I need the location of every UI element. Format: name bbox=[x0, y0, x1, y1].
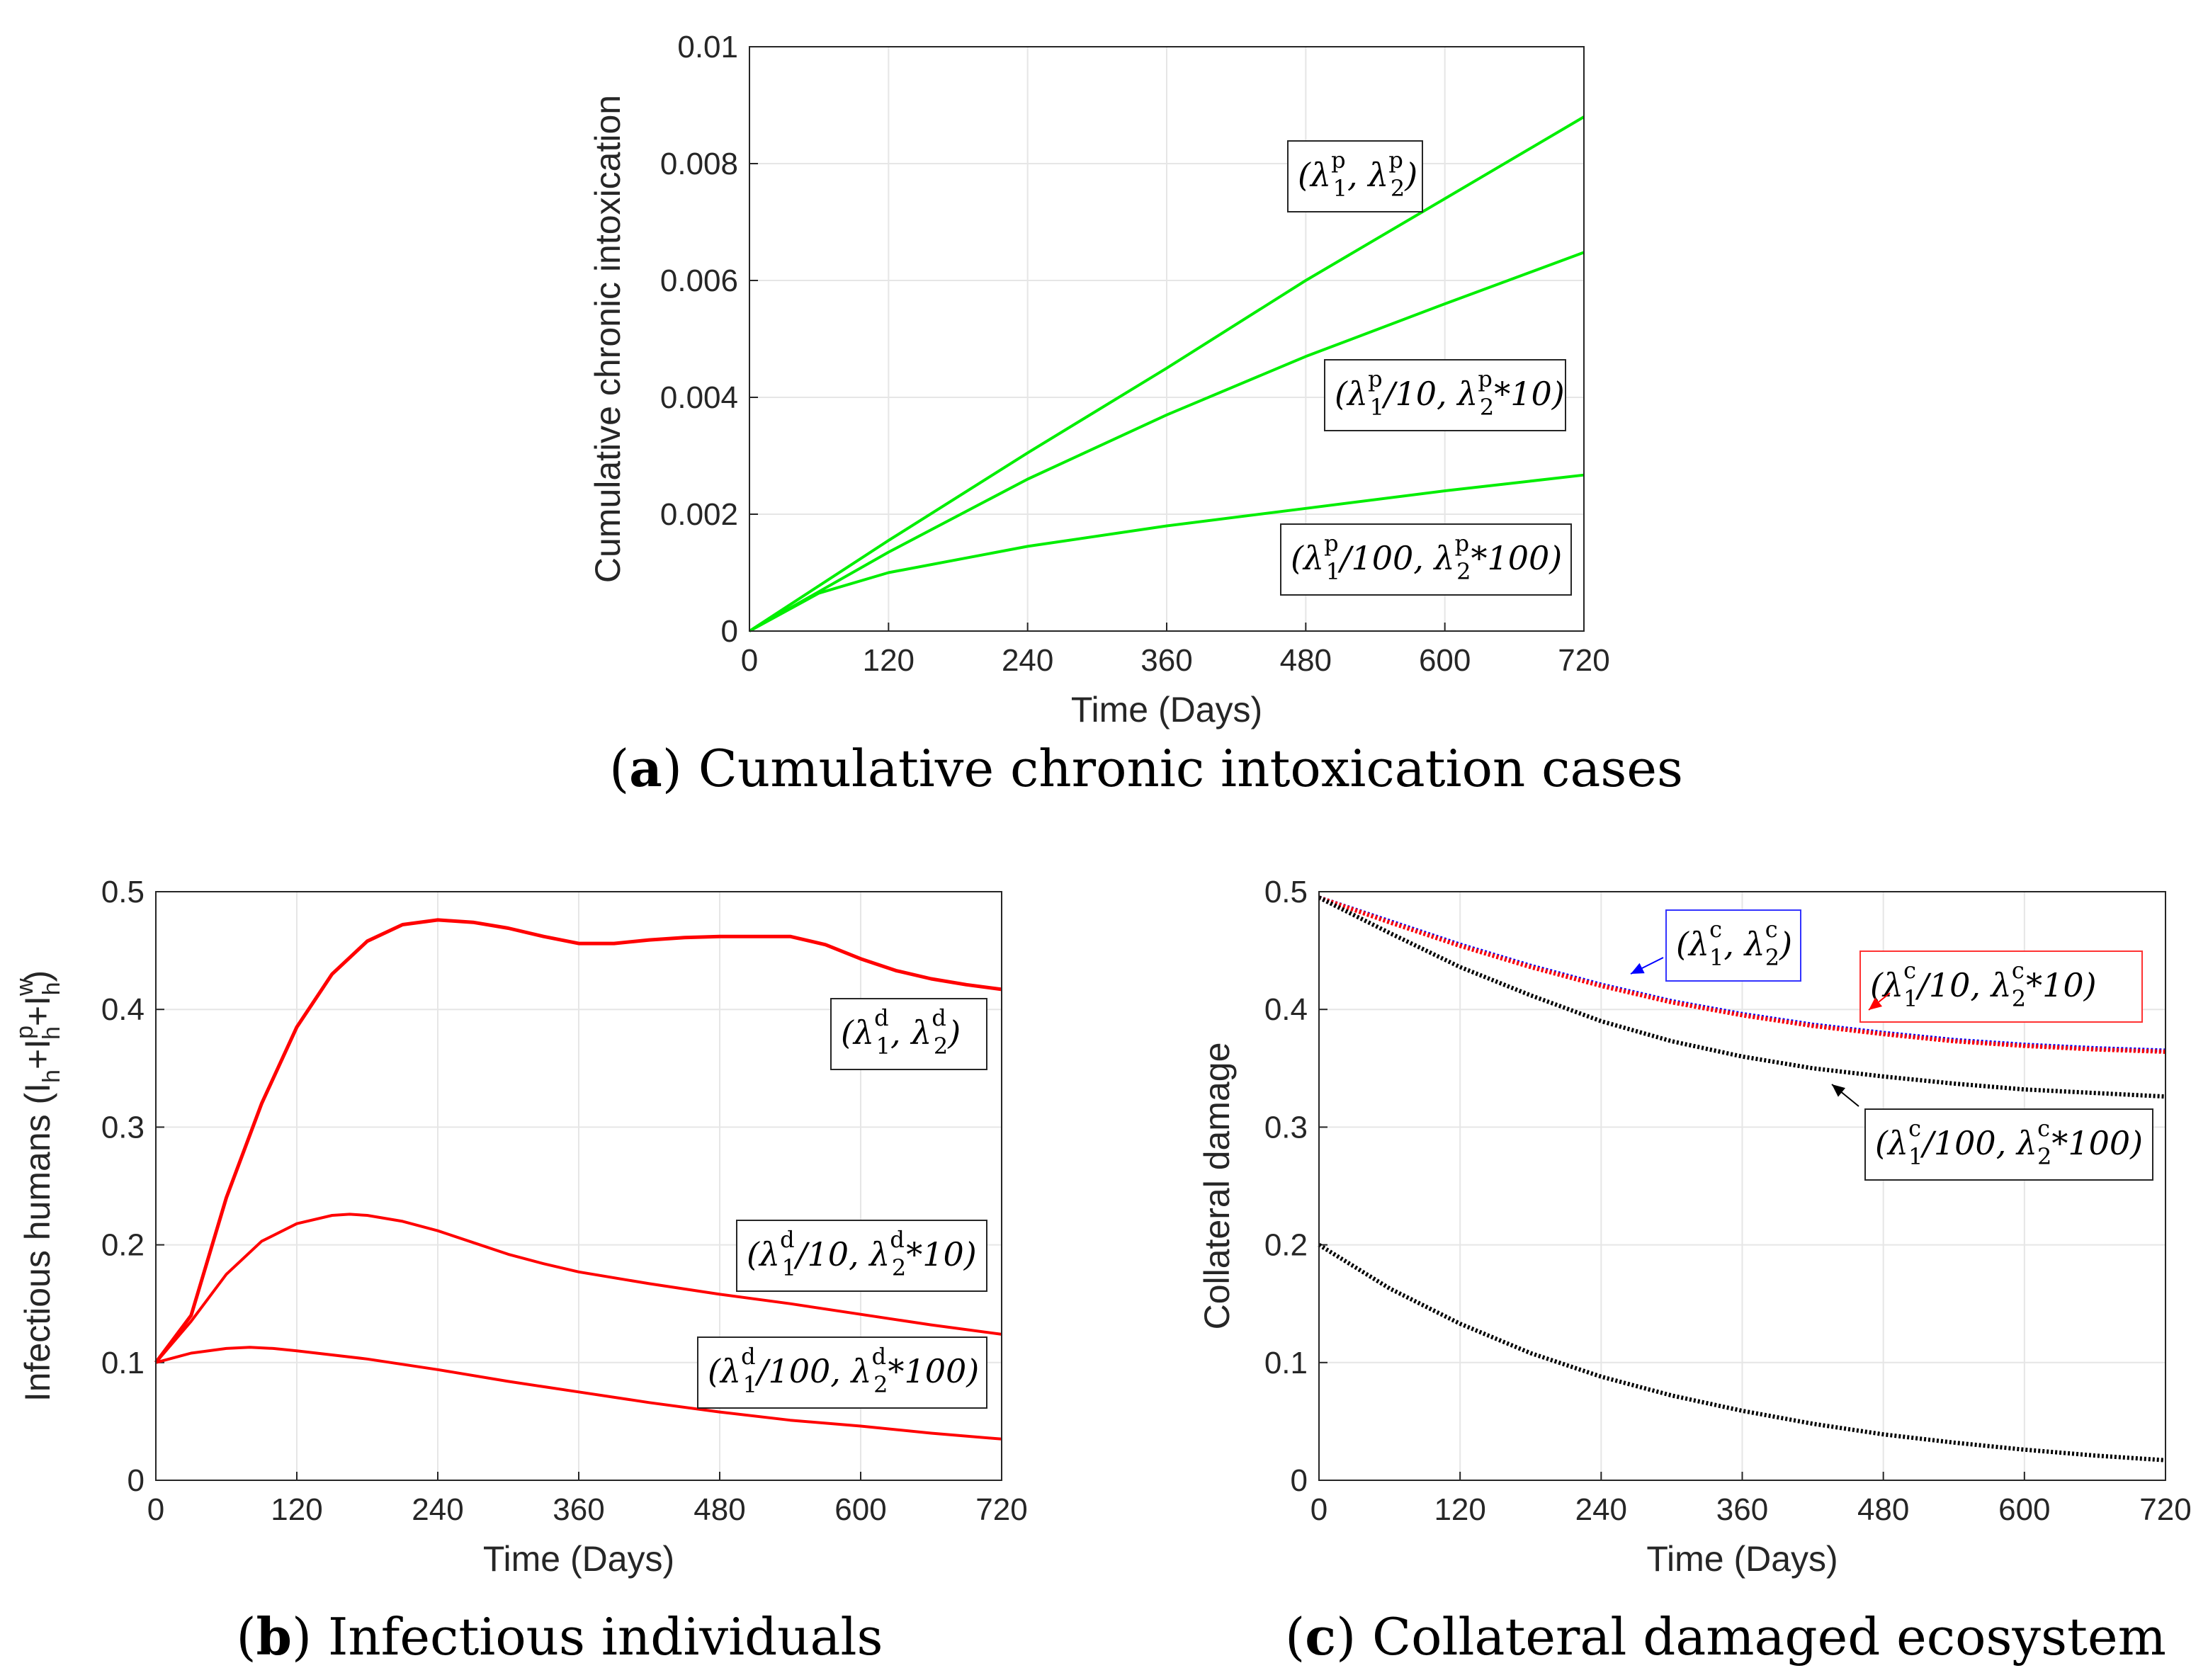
annotation-a-3: (λp 1/100, λp 2*100) bbox=[1280, 523, 1572, 596]
annotation-arrow-1 bbox=[1630, 957, 1664, 975]
svg-text:(λd1/10, λd2*10): (λd 1/10, λd 2*10) bbox=[747, 1226, 977, 1281]
caption-a: (a) Cumulative chronic intoxication case… bbox=[609, 738, 1683, 798]
chart-c: 0 120 240 360 480 600 720 0 0.1 0.2 0.3 0.4 0.5 Time … bbox=[1197, 875, 2192, 1667]
x-tick-label: 0 bbox=[741, 643, 758, 678]
y-tick-label: 0.3 bbox=[1264, 1110, 1308, 1145]
y-tick-label: 0.5 bbox=[101, 875, 145, 909]
svg-text:(λp1/10, λp2*10): (λp 1/10, λp 2*10) bbox=[1335, 365, 1565, 421]
y-axis-label: Infectious humans (Ih+Iph+Iwh) bbox=[11, 970, 65, 1402]
axes-box bbox=[749, 46, 1585, 632]
svg-text:(λp1, λp2): (λp 1, λp 2) bbox=[1298, 147, 1417, 202]
y-tick-label: 0.008 bbox=[660, 147, 738, 181]
annotation-a-1: (λp 1, λp 2) bbox=[1287, 140, 1423, 212]
axes-box bbox=[1318, 891, 2166, 1481]
x-tick-label: 480 bbox=[1280, 643, 1332, 678]
series-line-2 bbox=[154, 1213, 1002, 1364]
x-tick-label: 120 bbox=[271, 1492, 322, 1527]
annotation-c-3: (λc 1/100, λc 2*100) bbox=[1864, 1108, 2153, 1181]
svg-text:(λc1/10, λc2*10): (λc 1/10, λc 2*10) bbox=[1870, 957, 2097, 1012]
y-tick-label: 0.1 bbox=[101, 1346, 145, 1380]
chart-a: 0 120 240 360 480 600 720 0 0.002 0.004 0.006 0.008… bbox=[588, 30, 1683, 798]
annotation-b-1: (λd 1, λd 2) bbox=[830, 998, 987, 1070]
y-tick-label: 0 bbox=[1291, 1463, 1308, 1498]
svg-text:(λd1/100, λd2*100): (λd 1/100, λd 2*100) bbox=[708, 1343, 979, 1398]
y-tick-label: 0 bbox=[721, 614, 738, 649]
svg-text:(λc1/100, λc2*100): (λc 1/100, λc 2*100) bbox=[1875, 1115, 2143, 1170]
annotation-arrow-3 bbox=[1831, 1084, 1859, 1107]
annotation-c-1: (λc 1, λc 2) bbox=[1665, 909, 1801, 982]
caption-b: (b) Infectious individuals bbox=[237, 1606, 883, 1667]
x-tick-label: 480 bbox=[693, 1492, 745, 1527]
y-tick-label: 0.2 bbox=[1264, 1228, 1308, 1263]
x-axis-label: Time (Days) bbox=[1071, 690, 1262, 730]
y-tick-label: 0.4 bbox=[101, 992, 145, 1027]
y-tick-label: 0.006 bbox=[660, 263, 738, 298]
axes-box bbox=[155, 891, 1002, 1481]
x-tick-label: 720 bbox=[2139, 1492, 2191, 1527]
y-tick-label: 0.3 bbox=[101, 1110, 145, 1145]
x-tick-label: 600 bbox=[1998, 1492, 2050, 1527]
annotation-b-2: (λd 1/10, λd 2*10) bbox=[736, 1220, 987, 1292]
y-tick-label: 0.4 bbox=[1264, 992, 1308, 1027]
annotation-b-3: (λd 1/100, λd 2*100) bbox=[697, 1336, 987, 1409]
caption-c: (c) Collateral damaged ecosystem bbox=[1285, 1606, 2166, 1667]
series-line-3 bbox=[1318, 895, 2166, 1099]
y-tick-label: 0.01 bbox=[677, 30, 738, 64]
x-tick-label: 120 bbox=[1434, 1492, 1485, 1527]
x-axis-label: Time (Days) bbox=[1646, 1539, 1838, 1579]
x-tick-label: 120 bbox=[863, 643, 915, 678]
annotation-c-2: (λc 1/10, λc 2*10) bbox=[1859, 950, 2143, 1023]
x-tick-label: 480 bbox=[1857, 1492, 1909, 1527]
x-axis-label: Time (Days) bbox=[483, 1539, 674, 1579]
y-tick-label: 0 bbox=[128, 1463, 145, 1498]
series-line-3 bbox=[749, 473, 1585, 632]
svg-text:(λd1, λd2): (λd 1, λd 2) bbox=[841, 1004, 961, 1060]
y-tick-label: 0.002 bbox=[660, 497, 738, 532]
series-line-2 bbox=[749, 251, 1585, 632]
x-tick-label: 0 bbox=[147, 1492, 164, 1527]
annotation-arrow-2 bbox=[1868, 992, 1891, 1011]
x-tick-label: 360 bbox=[553, 1492, 604, 1527]
x-tick-label: 360 bbox=[1140, 643, 1192, 678]
y-axis-label: Collateral damage bbox=[1197, 1043, 1237, 1330]
chart-b: 0 120 240 360 480 600 720 0 0.1 0.2 0.3 0.4 0.5 Time … bbox=[11, 875, 1028, 1667]
y-tick-label: 0.2 bbox=[101, 1228, 145, 1263]
svg-text:(λc1, λc2): (λc 1, λc 2) bbox=[1676, 916, 1792, 971]
y-axis-label: Cumulative chronic intoxication bbox=[588, 95, 628, 583]
x-tick-label: 600 bbox=[1419, 643, 1471, 678]
y-tick-label: 0.004 bbox=[660, 380, 738, 415]
x-tick-label: 720 bbox=[1558, 643, 1609, 678]
y-tick-label: 0.5 bbox=[1264, 875, 1308, 909]
series-line-2 bbox=[1318, 895, 2166, 1054]
series-line-3 bbox=[155, 1346, 1002, 1441]
series-line-1 bbox=[748, 115, 1585, 632]
x-tick-label: 600 bbox=[834, 1492, 886, 1527]
annotation-a-2: (λp 1/10, λp 2*10) bbox=[1324, 359, 1566, 431]
series-line-1 bbox=[154, 918, 1002, 1364]
x-tick-label: 240 bbox=[412, 1492, 463, 1527]
series-line-4 bbox=[1318, 1243, 2166, 1463]
x-tick-label: 240 bbox=[1002, 643, 1053, 678]
x-tick-label: 360 bbox=[1716, 1492, 1768, 1527]
x-tick-label: 0 bbox=[1310, 1492, 1327, 1527]
x-tick-label: 240 bbox=[1575, 1492, 1627, 1527]
svg-text:(λp1/100, λp2*100): (λp 1/100, λp 2*100) bbox=[1291, 530, 1562, 585]
y-tick-label: 0.1 bbox=[1264, 1346, 1308, 1380]
x-tick-label: 720 bbox=[975, 1492, 1027, 1527]
